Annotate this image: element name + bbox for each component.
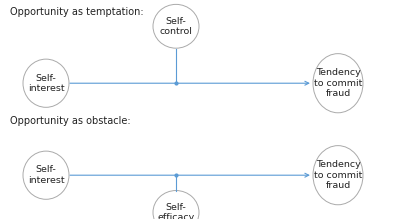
Ellipse shape [153,4,199,48]
Text: Self-
interest: Self- interest [28,166,64,185]
Text: Self-
efficacy: Self- efficacy [157,203,195,219]
Ellipse shape [153,191,199,219]
Text: Opportunity as temptation:: Opportunity as temptation: [10,7,144,17]
Ellipse shape [23,59,69,107]
Text: Self-
control: Self- control [160,17,192,36]
Text: Tendency
to commit
fraud: Tendency to commit fraud [314,68,362,98]
Ellipse shape [23,151,69,199]
Ellipse shape [313,146,363,205]
Text: Tendency
to commit
fraud: Tendency to commit fraud [314,160,362,190]
Text: Self-
interest: Self- interest [28,74,64,93]
Text: Opportunity as obstacle:: Opportunity as obstacle: [10,116,131,126]
Ellipse shape [313,54,363,113]
